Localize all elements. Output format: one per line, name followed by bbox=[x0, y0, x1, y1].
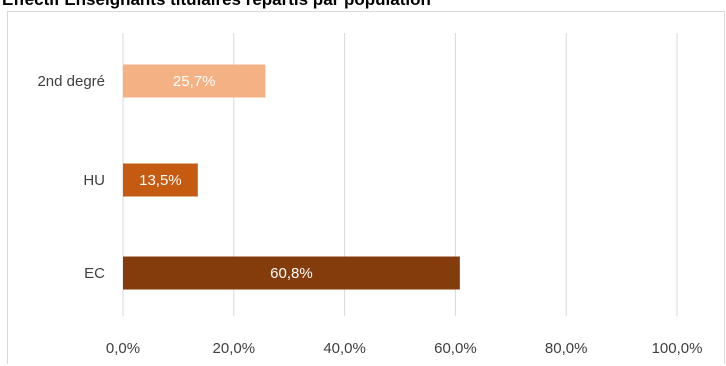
category-label: EC bbox=[84, 265, 105, 282]
bars bbox=[123, 64, 460, 290]
x-tick-label: 100,0% bbox=[652, 340, 703, 357]
x-tick-label: 60,0% bbox=[434, 340, 477, 357]
data-label: 13,5% bbox=[139, 172, 182, 189]
plot-frame bbox=[7, 11, 725, 364]
bar bbox=[123, 64, 266, 98]
bar bbox=[123, 163, 198, 197]
x-tick-label: 0,0% bbox=[106, 340, 140, 357]
x-tick-label: 80,0% bbox=[545, 340, 588, 357]
x-tick-label: 40,0% bbox=[323, 340, 366, 357]
labels: 0,0% 20,0% 40,0% 60,0% 80,0% 100,0% EC 60,8% HU 1… bbox=[37, 73, 702, 357]
bar bbox=[123, 256, 460, 290]
data-label: 25,7% bbox=[173, 73, 216, 90]
chart-title: Effectif Enseignants titulaires répartis… bbox=[2, 0, 431, 10]
data-label: 60,8% bbox=[270, 265, 313, 282]
category-label: 2nd degré bbox=[37, 73, 105, 90]
category-label: HU bbox=[83, 172, 105, 189]
x-tick-label: 20,0% bbox=[213, 340, 256, 357]
